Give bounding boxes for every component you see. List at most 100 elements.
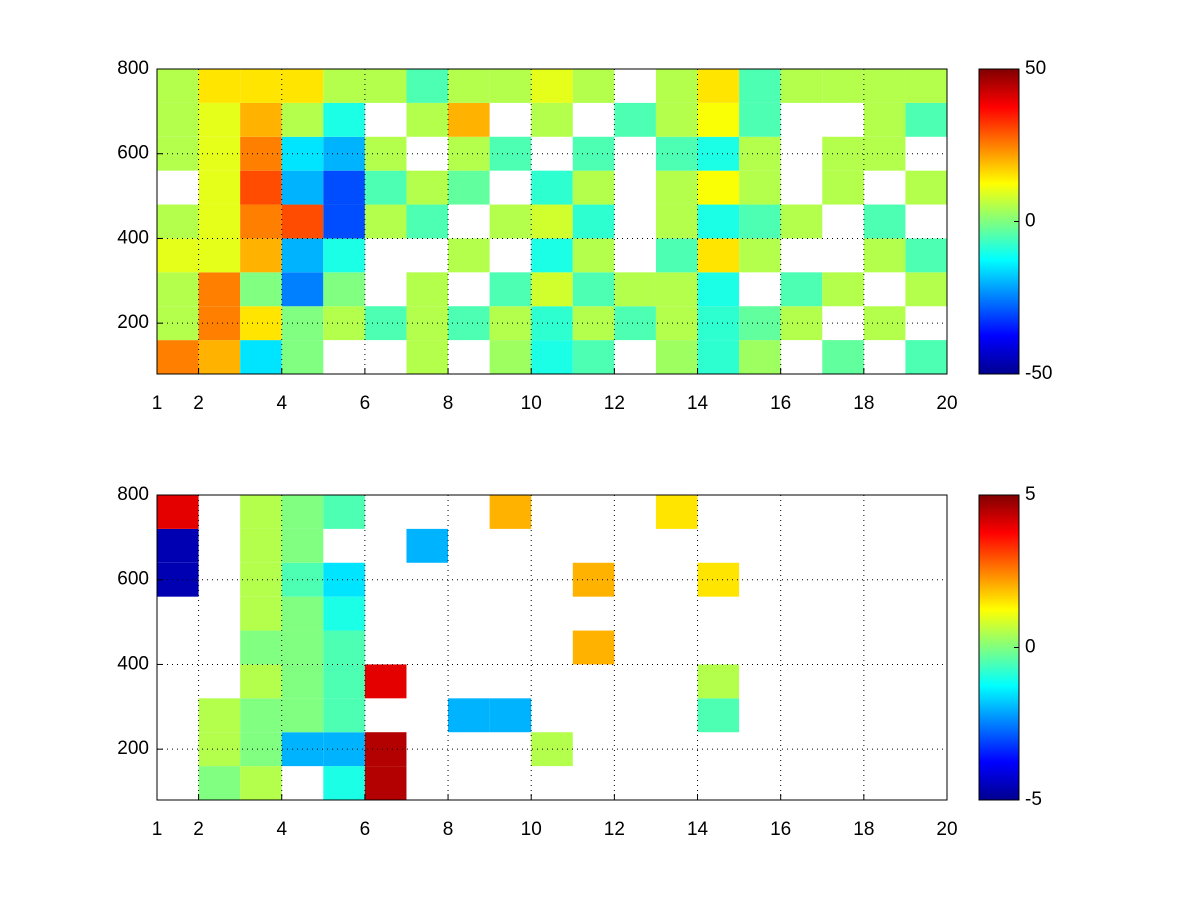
heat-cell: [614, 102, 656, 137]
y-tick-label: 400: [117, 653, 149, 674]
heat-cell: [198, 136, 241, 171]
heat-cell: [905, 69, 947, 103]
x-tick-label: 2: [193, 393, 204, 414]
heat-cell: [739, 204, 781, 239]
heat-cell: [198, 170, 241, 205]
heat-cell: [863, 204, 906, 239]
heat-cell: [364, 69, 407, 103]
heat-cell: [240, 664, 282, 699]
x-tick-label: 8: [443, 393, 454, 414]
heat-cell: [822, 272, 864, 307]
x-tick-label: 10: [521, 393, 542, 414]
heat-cell: [240, 562, 282, 597]
heat-cell: [863, 136, 906, 171]
heat-cell: [364, 306, 407, 341]
heat-cell: [739, 306, 781, 341]
heat-cell: [780, 306, 823, 341]
colorbar-label: 0: [1025, 637, 1036, 658]
heat-cell: [697, 238, 740, 273]
x-tick-label: 8: [443, 819, 454, 840]
heat-cell: [780, 69, 823, 103]
heat-cell: [572, 69, 615, 103]
heat-cell: [572, 630, 615, 665]
heat-cell: [905, 170, 947, 205]
y-tick-label: 200: [117, 738, 149, 759]
heat-cell: [157, 204, 199, 239]
heat-cell: [572, 136, 615, 171]
heat-cell: [323, 272, 365, 307]
heat-cell: [240, 528, 282, 563]
heat-cell: [489, 495, 532, 529]
heat-cell: [281, 102, 324, 137]
heat-cell: [323, 69, 365, 103]
heat-cell: [697, 69, 740, 103]
heat-cell: [323, 306, 365, 341]
heat-cell: [364, 204, 407, 239]
heat-cell: [157, 495, 199, 529]
x-tick-label: 12: [604, 393, 625, 414]
heat-cell: [323, 562, 365, 597]
heat-cell: [531, 170, 573, 205]
heat-cell: [157, 238, 199, 273]
x-tick-label: 6: [360, 393, 371, 414]
heat-cell: [281, 204, 324, 239]
heat-cell: [572, 204, 615, 239]
heat-cell: [240, 306, 282, 341]
x-tick-label: 4: [276, 819, 287, 840]
heat-cell: [697, 272, 740, 307]
heat-cell: [448, 698, 490, 733]
heat-cell: [281, 340, 324, 374]
x-tick-label: 2: [193, 819, 204, 840]
y-tick-label: 400: [117, 227, 149, 248]
heat-cell: [822, 340, 864, 374]
heat-cell: [448, 306, 490, 341]
colorbar-label: 50: [1025, 58, 1046, 79]
heat-cell: [240, 272, 282, 307]
heat-cell: [489, 136, 532, 171]
y-tick-label: 600: [117, 569, 149, 590]
heat-cell: [281, 630, 324, 665]
heat-cell: [281, 528, 324, 563]
heat-cell: [863, 102, 906, 137]
heat-cell: [323, 596, 365, 631]
heat-cell: [323, 495, 365, 529]
heat-cell: [655, 340, 698, 374]
x-tick-label: 16: [770, 819, 791, 840]
heat-cell: [240, 630, 282, 665]
axes-box: [156, 494, 948, 801]
heat-cell: [364, 766, 407, 800]
heat-cell: [240, 340, 282, 374]
heat-cell: [364, 170, 407, 205]
heat-cell: [655, 204, 698, 239]
heat-cell: [822, 170, 864, 205]
heat-cell: [323, 664, 365, 699]
heat-cell: [655, 102, 698, 137]
heat-cell: [157, 69, 199, 103]
heat-cell: [531, 340, 573, 374]
heat-cell: [406, 528, 449, 563]
heat-cell: [240, 69, 282, 103]
heat-cell: [489, 69, 532, 103]
heat-cell: [240, 170, 282, 205]
colorbar: [978, 494, 1020, 801]
heat-cell: [489, 272, 532, 307]
heat-cell: [489, 204, 532, 239]
heat-cell: [198, 698, 241, 733]
heat-cell: [780, 204, 823, 239]
heat-cell: [281, 170, 324, 205]
heat-cell: [198, 766, 241, 800]
heat-cell: [572, 562, 615, 597]
x-tick-label: 20: [936, 819, 957, 840]
colorbar-label: -5: [1025, 789, 1042, 810]
heat-cell: [240, 102, 282, 137]
heat-cell: [323, 102, 365, 137]
heat-cell: [240, 495, 282, 529]
heat-cell: [323, 238, 365, 273]
heat-cell: [655, 170, 698, 205]
heat-cell: [697, 664, 740, 699]
heat-cell: [448, 102, 490, 137]
heat-cell: [406, 102, 449, 137]
heat-cell: [572, 306, 615, 341]
x-tick-label: 18: [853, 393, 874, 414]
